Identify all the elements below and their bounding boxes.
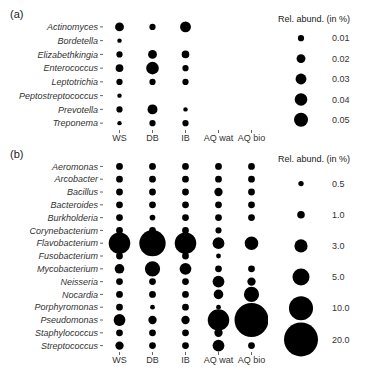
svg-text:Mycobacterium: Mycobacterium bbox=[37, 264, 99, 274]
svg-text:DB: DB bbox=[146, 355, 159, 365]
html-text:(b): (b) bbox=[10, 148, 24, 160]
svg-text:Fusobacterium: Fusobacterium bbox=[38, 251, 98, 261]
svg-text:0.05: 0.05 bbox=[332, 115, 350, 125]
svg-text:IB: IB bbox=[181, 133, 190, 143]
svg-text:Staphylococcus: Staphylococcus bbox=[35, 328, 99, 338]
svg-text:Streptococcus: Streptococcus bbox=[41, 341, 99, 351]
svg-text:Neisseria: Neisseria bbox=[60, 277, 98, 287]
html-text:Rel. abund. (in %): Rel. abund. (in %) bbox=[278, 14, 350, 24]
svg-text:0.04: 0.04 bbox=[332, 95, 350, 105]
svg-text:AQ wat: AQ wat bbox=[204, 133, 234, 143]
svg-text:3.0: 3.0 bbox=[332, 241, 345, 251]
svg-text:Leptotrichia: Leptotrichia bbox=[51, 77, 98, 87]
svg-text:Actinomyces: Actinomyces bbox=[46, 22, 99, 32]
svg-text:0.01: 0.01 bbox=[332, 33, 350, 43]
svg-text:WS: WS bbox=[112, 133, 127, 143]
svg-text:IB: IB bbox=[181, 355, 190, 365]
svg-text:Elizabethkingia: Elizabethkingia bbox=[37, 50, 98, 60]
svg-text:Nocardia: Nocardia bbox=[62, 290, 98, 300]
svg-text:20.0: 20.0 bbox=[332, 335, 350, 345]
html-text:Rel. abund. (in %): Rel. abund. (in %) bbox=[278, 154, 350, 164]
svg-text:10.0: 10.0 bbox=[332, 303, 350, 313]
svg-text:Flavobacterium: Flavobacterium bbox=[36, 238, 98, 248]
svg-text:5.0: 5.0 bbox=[332, 272, 345, 282]
svg-text:DB: DB bbox=[146, 133, 159, 143]
svg-text:Corynebacterium: Corynebacterium bbox=[29, 226, 98, 236]
svg-text:Bacteroides: Bacteroides bbox=[50, 200, 98, 210]
svg-text:Bacillus: Bacillus bbox=[67, 187, 99, 197]
svg-text:Bordetella: Bordetella bbox=[57, 36, 98, 46]
svg-text:Prevotella: Prevotella bbox=[58, 105, 98, 115]
svg-text:1.0: 1.0 bbox=[332, 210, 345, 220]
html-text:(a): (a) bbox=[10, 8, 24, 20]
svg-text:Aeromonas: Aeromonas bbox=[51, 162, 99, 172]
svg-text:Peptostreptococcus: Peptostreptococcus bbox=[19, 91, 99, 101]
svg-text:AQ bio: AQ bio bbox=[238, 133, 266, 143]
svg-text:Pseudomonas: Pseudomonas bbox=[40, 315, 98, 325]
svg-text:0.5: 0.5 bbox=[332, 179, 345, 189]
svg-text:Porphyromonas: Porphyromonas bbox=[34, 302, 98, 312]
svg-text:0.03: 0.03 bbox=[332, 74, 350, 84]
svg-text:Burkholderia: Burkholderia bbox=[47, 213, 98, 223]
svg-text:Enterococcus: Enterococcus bbox=[43, 63, 98, 73]
svg-text:Treponema: Treponema bbox=[53, 118, 98, 128]
svg-text:AQ wat: AQ wat bbox=[204, 355, 234, 365]
svg-text:AQ bio: AQ bio bbox=[238, 355, 266, 365]
svg-text:Arcobacter: Arcobacter bbox=[53, 174, 99, 184]
svg-text:WS: WS bbox=[112, 355, 127, 365]
svg-text:0.02: 0.02 bbox=[332, 54, 350, 64]
